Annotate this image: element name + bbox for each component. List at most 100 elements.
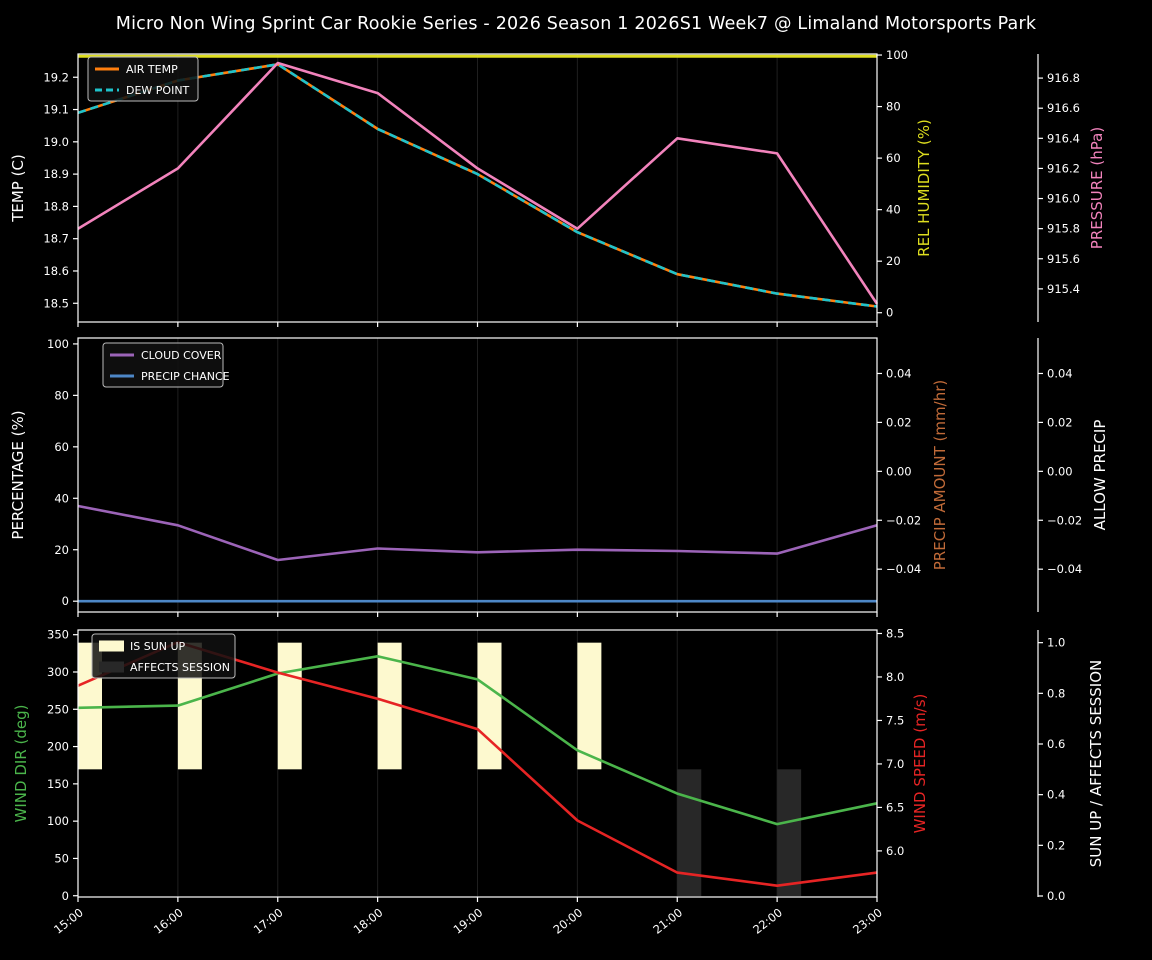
affects-session-bar [777,769,802,896]
right1-tick-label: 8.5 [886,627,904,641]
right1-tick-label: 7.0 [886,757,904,771]
x-tick-label: 23:00 [850,905,885,936]
right2-tick-label: 916.8 [1047,71,1080,85]
right2-tick-label: 915.8 [1047,222,1080,236]
right2-tick-label: 916.4 [1047,131,1080,145]
dew-point-line [77,63,878,308]
right2-tick-label: 0.04 [1047,366,1073,380]
legend-cloud-precip: CLOUD COVER PRECIP CHANCE [102,342,230,388]
left-tick-label: 300 [47,665,69,679]
right1-tick-label: 0.02 [886,415,912,429]
left-tick-label: 19.1 [43,103,69,117]
left-tick-label: 18.5 [43,296,69,310]
left-tick-label: 60 [54,440,69,454]
affects-session-swatch [99,661,124,673]
left-tick-label: 18.7 [43,232,69,246]
right1-tick-label: 6.0 [886,844,904,858]
wind-dir-line [77,654,878,826]
left-tick-label: 19.2 [43,70,69,84]
left-tick-label: 100 [47,337,69,351]
right2-tick-label: 0.4 [1047,788,1065,802]
legend-label: DEW POINT [126,84,190,97]
right1-tick-label: 6.5 [886,800,904,814]
x-tick-label: 17:00 [251,905,286,936]
subplot-temp-humidity-pressure: 19.2 19.1 19.0 18.9 18.8 18.7 18.6 18.5 100 80 60 4… [9,48,1106,327]
page-title: Micro Non Wing Sprint Car Rookie Series … [115,14,1037,34]
right2-tick-label: 0.02 [1047,415,1073,429]
left-axis-label: WIND DIR (deg) [12,705,30,823]
pressure-line [77,61,879,305]
legend-label: PRECIP CHANCE [141,370,230,383]
right1-tick-label: 80 [886,100,901,114]
legend-label: IS SUN UP [130,640,186,653]
is-sun-up-bar [577,642,602,770]
right2-tick-label: 916.2 [1047,161,1080,175]
left-tick-label: 50 [54,851,69,865]
legend-label: AFFECTS SESSION [130,661,230,674]
left-tick-label: 250 [47,702,69,716]
right2-tick-label: 916.0 [1047,192,1080,206]
x-tick-label: 18:00 [351,905,386,936]
left-tick-label: 80 [54,388,69,402]
x-tick-label: 16:00 [151,905,186,936]
right2-tick-label: 915.4 [1047,282,1080,296]
x-tick-label: 20:00 [550,905,585,936]
left-tick-label: 19.0 [43,135,69,149]
right1-tick-label: 60 [886,151,901,165]
right1-tick-label: 100 [886,48,908,62]
x-tick-label: 15:00 [51,905,86,936]
is-sun-up-bar [277,642,302,770]
right2-tick-label: 0.2 [1047,838,1065,852]
right1-tick-label: 40 [886,203,901,217]
legend-label: AIR TEMP [126,63,178,76]
right2-tick-label: 0.8 [1047,686,1065,700]
left-axis-label: PERCENTAGE (%) [9,410,27,539]
left-tick-label: 200 [47,740,69,754]
right1-tick-label: 8.0 [886,670,904,684]
subplot-wind-sun: 350 300 250 200 150 100 50 0 8.5 8.0 7.5 7.0 6.5 6.0 1… [12,627,1105,904]
right2-tick-label: 0.6 [1047,737,1065,751]
is-sun-up-bar [477,642,502,770]
x-tick-label: 19:00 [451,905,486,936]
right2-tick-label: −0.02 [1047,513,1082,527]
right1-tick-label: 7.5 [886,713,904,727]
right2-tick-label: 916.6 [1047,101,1080,115]
affects-session-bar [677,769,702,896]
left-tick-label: 40 [54,491,69,505]
left-tick-label: 18.6 [43,264,69,278]
right2-axis-label: ALLOW PRECIP [1091,420,1109,531]
left-tick-label: 20 [54,543,69,557]
left-tick-label: 18.8 [43,199,69,213]
right2-axis-label: PRESSURE (hPa) [1088,127,1106,249]
right1-axis-label: REL HUMIDITY (%) [915,119,933,257]
right1-tick-label: 0.00 [886,464,912,478]
right2-tick-label: 0.0 [1047,889,1065,903]
subplot-cloud-precip: 100 80 60 40 20 0 0.04 0.02 0.00 −0.02 −0.04 0.04 0.… [9,337,1109,617]
right2-tick-label: 0.00 [1047,464,1073,478]
left-tick-label: 18.9 [43,167,69,181]
legend-temp-humidity-pressure: AIR TEMP DEW POINT [87,56,199,102]
left-tick-label: 0 [62,889,69,903]
legend-label: CLOUD COVER [141,349,222,362]
right1-axis-label: WIND SPEED (m/s) [911,694,929,834]
left-tick-label: 100 [47,814,69,828]
legend-box [91,633,236,679]
left-axis-label: TEMP (C) [9,154,27,223]
right2-tick-label: 1.0 [1047,636,1065,650]
right1-axis-label: PRECIP AMOUNT (mm/hr) [931,380,949,570]
right1-tick-label: 0.04 [886,366,912,380]
cloud-cover-line [77,504,878,562]
legend-wind-sun: IS SUN UP AFFECTS SESSION [91,633,236,679]
right2-tick-label: 915.6 [1047,252,1080,266]
left-tick-label: 350 [47,628,69,642]
left-tick-label: 150 [47,777,69,791]
x-tick-label: 22:00 [750,905,785,936]
left-tick-label: 0 [62,594,69,608]
right1-tick-label: −0.04 [886,562,921,576]
is-sun-up-swatch [99,640,124,652]
right2-axis-label: SUN UP / AFFECTS SESSION [1087,660,1105,868]
x-tick-label: 21:00 [650,905,685,936]
right1-tick-label: 0 [886,306,893,320]
right1-tick-label: −0.02 [886,513,921,527]
